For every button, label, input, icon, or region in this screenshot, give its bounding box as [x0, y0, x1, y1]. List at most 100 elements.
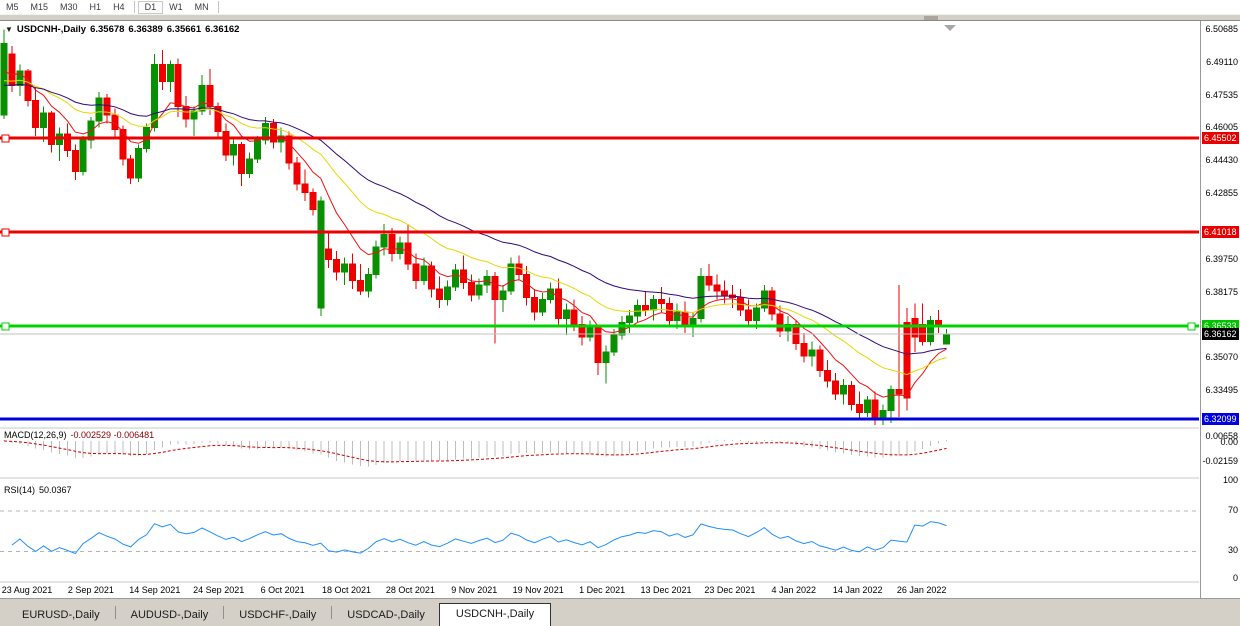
tab-audusd[interactable]: AUDUSD-,Daily	[130, 609, 209, 621]
bull-candle	[942, 333, 950, 345]
timeframe-button-mn[interactable]: MN	[194, 1, 209, 12]
timeframe-button-d1[interactable]: D1	[137, 0, 164, 14]
bull-candle	[927, 319, 935, 342]
tab-eurusd[interactable]: EURUSD-,Daily	[22, 609, 100, 621]
bear-candle	[127, 158, 135, 179]
bear-candle	[436, 288, 444, 300]
line-marker	[1, 134, 10, 143]
bear-candle	[744, 309, 752, 321]
bear-candle	[721, 290, 729, 296]
toolbar-separator	[217, 1, 219, 13]
timeframe-button-m5[interactable]: M5	[6, 1, 19, 12]
bear-candle	[871, 399, 879, 418]
timeframe-button-h4[interactable]: H4	[113, 1, 125, 12]
line-marker	[1187, 322, 1196, 331]
price-badge: 6.32099	[1202, 412, 1239, 425]
bear-candle	[737, 296, 745, 311]
date-label: 26 Jan 2022	[896, 585, 947, 595]
bull-candle	[760, 290, 768, 309]
date-label: 28 Oct 2021	[385, 585, 435, 595]
bear-candle	[657, 298, 665, 305]
bear-candle	[325, 248, 333, 261]
splitter-bar[interactable]	[0, 14, 1240, 21]
chart-area[interactable]: ▼ USDCNH-,Daily 6.35678 6.36389 6.35661 6.361…	[0, 21, 1200, 598]
tab-usdcad[interactable]: USDCAD-,Daily	[347, 609, 425, 621]
bear-candle	[847, 384, 855, 405]
bear-candle	[428, 265, 436, 290]
bear-candle	[531, 296, 539, 313]
date-label: 2 Sep 2021	[67, 585, 114, 595]
bull-candle	[95, 97, 103, 122]
price-badge: 6.45502	[1202, 131, 1239, 144]
price-tick: 6.46005	[1205, 122, 1238, 133]
splitter-handle[interactable]	[924, 16, 938, 20]
bull-candle	[451, 269, 459, 288]
bear-candle	[895, 389, 903, 395]
bull-candle	[317, 200, 325, 309]
bull-candle	[752, 307, 760, 321]
bear-candle	[903, 321, 911, 399]
date-label: 24 Sep 2021	[193, 585, 245, 595]
line-marker	[1, 228, 10, 237]
bear-candle	[222, 131, 230, 156]
bear-candle	[333, 259, 341, 273]
bear-candle	[768, 290, 776, 315]
bear-candle	[681, 311, 689, 328]
candlestick-chart[interactable]	[0, 21, 1200, 598]
bear-candle	[570, 309, 578, 326]
bull-candle	[507, 263, 515, 292]
tab-usdchf[interactable]: USDCHF-,Daily	[239, 609, 317, 621]
rsi-indicator-label: RSI(14) 50.0367	[4, 485, 72, 495]
ohlc-low: 6.35661	[166, 24, 202, 35]
price-tick: 6.33495	[1205, 384, 1238, 395]
bear-candle	[855, 403, 863, 414]
price-tick: 6.44430	[1205, 155, 1238, 166]
price-axis: 6.50685 6.49110 6.47535 6.46005 6.44430 6.428…	[1200, 21, 1240, 598]
bull-candle	[808, 349, 816, 357]
bull-candle	[562, 309, 570, 319]
bull-candle	[341, 263, 349, 273]
bear-candle	[103, 97, 111, 116]
chart-symbol: USDCNH-,Daily	[16, 24, 87, 35]
indicator-scale-tick: 0.00	[1220, 437, 1238, 447]
bear-candle	[48, 112, 56, 145]
bear-candle	[206, 85, 214, 108]
bull-candle	[840, 384, 848, 395]
bull-candle	[166, 64, 174, 82]
rsi-name: RSI(14)	[4, 485, 36, 495]
macd-signal-line	[3, 440, 947, 463]
bear-candle	[269, 122, 277, 143]
macd-indicator-label: MACD(12,26,9) -0.002529 -0.006481	[4, 430, 154, 440]
bull-candle	[380, 233, 388, 248]
bear-candle	[800, 342, 808, 357]
moving-average	[3, 79, 947, 376]
tab-usdcnh-active[interactable]: USDCNH-,Daily	[438, 603, 552, 626]
bear-candle	[71, 150, 79, 173]
date-label: 13 Dec 2021	[640, 585, 692, 595]
macd-name: MACD(12,26,9)	[4, 430, 67, 440]
timeframe-button-h1[interactable]: H1	[89, 1, 102, 12]
bear-candle	[158, 64, 166, 82]
bear-candle	[238, 143, 246, 175]
timeframe-button-m30[interactable]: M30	[60, 1, 78, 12]
bull-candle	[150, 64, 158, 129]
bear-candle	[467, 282, 475, 296]
bull-candle	[40, 112, 48, 129]
moving-average	[4, 83, 947, 355]
bull-candle	[499, 290, 507, 300]
bear-candle	[348, 263, 356, 282]
timeframe-button-w1[interactable]: W1	[169, 1, 183, 12]
timeframe-button-m15[interactable]: M15	[30, 1, 49, 12]
date-label: 1 Dec 2021	[579, 585, 626, 595]
bull-candle	[610, 334, 618, 353]
bull-candle	[16, 70, 24, 87]
chevron-down-icon[interactable]: ▼	[5, 25, 13, 34]
scroll-to-end-icon[interactable]	[944, 25, 956, 31]
bear-candle	[491, 275, 499, 300]
bull-candle	[887, 389, 895, 412]
bull-candle	[546, 288, 554, 300]
bull-candle	[372, 246, 380, 275]
chart-tabs: EURUSD-,Daily AUDUSD-,Daily USDCHF-,Dail…	[0, 598, 1240, 626]
bull-candle	[673, 311, 681, 321]
rsi-line	[11, 521, 947, 555]
